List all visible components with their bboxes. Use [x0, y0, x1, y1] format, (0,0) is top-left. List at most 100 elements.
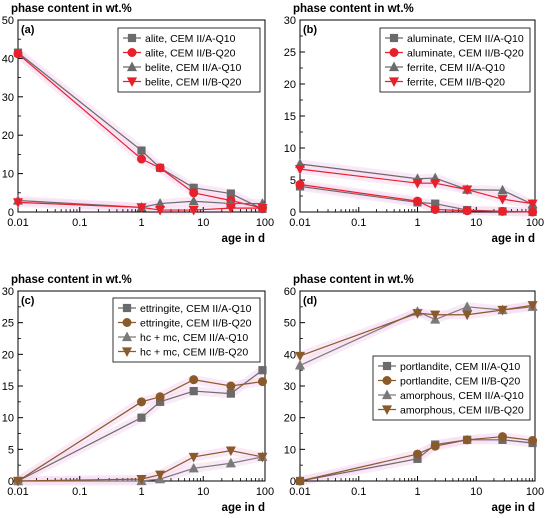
y-tick-label: 20	[284, 79, 296, 91]
data-point	[225, 204, 236, 214]
series-line	[299, 163, 533, 205]
data-point	[527, 199, 538, 210]
data-point	[412, 179, 423, 189]
y-tick-label: 15	[2, 381, 14, 393]
legend-marker	[126, 61, 138, 72]
legend-label: ferrite, CEM II/B-Q20	[407, 77, 505, 89]
x-tick-label: 100	[526, 486, 544, 498]
data-point	[430, 310, 441, 321]
x-tick-label: 0.1	[351, 217, 366, 229]
y-tick-label: 50	[284, 318, 296, 330]
legend-label: amorphous, CEM II/B-Q20	[400, 405, 524, 417]
x-tick-label: 10	[470, 486, 482, 498]
series-line	[17, 449, 263, 482]
data-point	[188, 452, 199, 463]
series-line	[299, 439, 533, 482]
y-tick-label: 20	[2, 130, 14, 142]
series-line	[17, 379, 263, 482]
data-point	[258, 366, 267, 375]
data-point	[188, 195, 199, 206]
data-point	[189, 386, 198, 396]
legend-marker	[127, 33, 137, 43]
y-tick-label: 30	[284, 15, 296, 27]
legend-box	[379, 27, 531, 93]
data-point	[497, 195, 508, 205]
series-line	[299, 436, 533, 482]
x-tick-label: 0.01	[7, 486, 28, 498]
legend-marker	[381, 405, 393, 415]
data-point	[497, 184, 508, 195]
panel-label: (b)	[303, 24, 317, 36]
data-point	[528, 207, 538, 217]
legend-label: ettringite, CEM II/B-Q20	[140, 318, 252, 330]
legend-label: aluminate, CEM II/A-Q10	[407, 33, 524, 45]
y-tick-label: 25	[284, 47, 296, 59]
data-point	[497, 305, 508, 316]
legend-marker	[122, 318, 132, 327]
legend-marker	[388, 77, 400, 87]
legend-label: alite, CEM II/A-Q10	[145, 33, 236, 45]
legend-marker	[382, 361, 392, 371]
data-point	[155, 205, 166, 216]
legend-marker	[389, 33, 399, 43]
y-tick-label: 10	[284, 143, 296, 155]
legend-label: belite, CEM II/B-Q20	[145, 77, 241, 89]
x-tick-label: 1	[414, 486, 420, 498]
y-tick-label: 0	[290, 476, 296, 488]
data-point	[462, 185, 473, 196]
y-tick-label: 5	[8, 444, 14, 456]
x-axis-title: age in d	[222, 233, 265, 245]
y-axis-title: phase content in wt.%	[293, 3, 414, 15]
y-tick-label: 40	[2, 53, 14, 65]
data-point	[527, 301, 538, 311]
y-tick-label: 30	[2, 286, 14, 298]
y-tick-label: 20	[284, 413, 296, 425]
data-point	[136, 475, 147, 485]
data-point	[226, 381, 236, 391]
legend-marker	[127, 48, 137, 57]
data-point	[462, 301, 473, 311]
legend-marker	[121, 331, 133, 342]
data-point	[462, 310, 473, 321]
legend-label: ettringite, CEM II/A-Q10	[140, 303, 252, 315]
panel-label: (c)	[21, 295, 35, 307]
data-point	[257, 204, 268, 214]
data-point	[188, 462, 199, 473]
legend-label: ferrite, CEM II/A-Q10	[407, 62, 505, 74]
series-line	[17, 53, 263, 209]
data-point	[13, 49, 23, 59]
data-point	[498, 432, 508, 442]
y-tick-label: 10	[2, 169, 14, 181]
y-tick-label: 0	[8, 207, 14, 219]
data-point	[137, 397, 146, 407]
series-line	[299, 183, 533, 213]
legend-label: alite, CEM II/B-Q20	[145, 48, 236, 60]
data-point	[189, 188, 199, 198]
data-point	[257, 452, 268, 463]
legend-label: belite, CEM II/A-Q10	[145, 62, 241, 74]
data-point	[528, 435, 538, 445]
series-line	[299, 168, 533, 205]
data-point	[188, 205, 199, 216]
y-tick-label: 50	[2, 15, 14, 27]
legend-box	[372, 355, 531, 421]
data-point	[225, 446, 236, 457]
data-point	[12, 476, 24, 487]
x-tick-label: 0.01	[289, 486, 310, 498]
data-point	[412, 309, 423, 319]
y-tick-label: 60	[284, 286, 296, 298]
series-line	[18, 456, 263, 482]
x-tick-label: 1	[414, 217, 420, 229]
data-point	[136, 203, 147, 213]
legend-marker	[389, 48, 399, 57]
data-point	[225, 457, 236, 468]
x-tick-label: 0.1	[72, 486, 87, 498]
y-axis-title: phase content in wt.%	[293, 274, 414, 286]
x-tick-label: 1	[138, 486, 144, 498]
x-tick-label: 100	[526, 217, 544, 229]
data-point	[413, 196, 422, 206]
y-tick-label: 15	[284, 111, 296, 123]
x-tick-label: 0.1	[72, 217, 87, 229]
